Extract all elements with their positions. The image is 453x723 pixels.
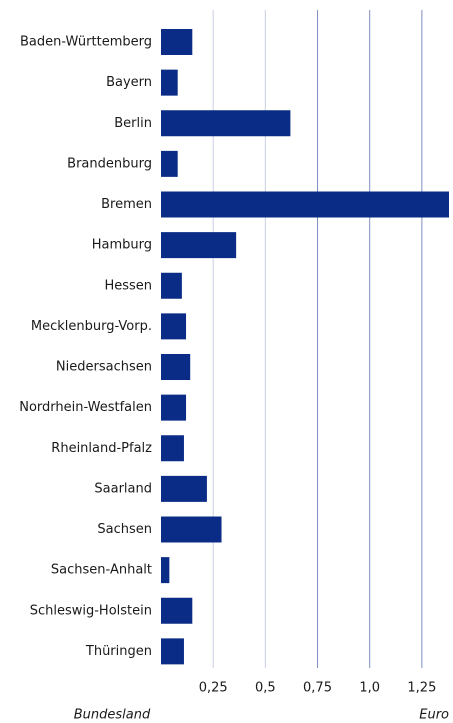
bar — [161, 29, 193, 55]
bar — [161, 272, 182, 299]
bar — [161, 394, 187, 421]
bar — [161, 69, 178, 96]
y-tick-label: Thüringen — [85, 644, 152, 659]
y-tick-label: Nordrhein-Westfalen — [19, 400, 152, 415]
x-axis-title: Euro — [419, 708, 449, 723]
y-tick-label: Bremen — [101, 197, 152, 212]
bar — [161, 638, 184, 665]
x-tick-label: 1,25 — [407, 681, 436, 696]
bar — [161, 557, 170, 584]
y-tick-label: Schleswig-Holstein — [30, 603, 152, 618]
bar — [161, 516, 222, 543]
y-tick-label: Hamburg — [92, 238, 152, 253]
bar — [161, 313, 187, 340]
bar — [161, 475, 207, 502]
y-tick-label: Brandenburg — [67, 156, 152, 171]
y-tick-label: Niedersachsen — [56, 360, 152, 375]
y-tick-label: Sachsen-Anhalt — [51, 563, 152, 578]
bar — [161, 597, 193, 624]
y-tick-label: Mecklenburg-Vorp. — [31, 319, 152, 334]
bar — [161, 354, 191, 380]
y-tick-label: Sachsen — [97, 522, 152, 537]
bar — [161, 191, 449, 218]
y-tick-label: Rheinland-Pfalz — [51, 441, 152, 456]
bar — [161, 110, 291, 137]
bar — [161, 232, 237, 259]
y-tick-label: Hessen — [104, 278, 152, 293]
y-tick-label: Berlin — [114, 116, 152, 131]
x-tick-label: 0,5 — [255, 681, 276, 696]
bar — [161, 435, 184, 462]
y-tick-label: Baden-Württemberg — [20, 35, 152, 50]
y-tick-label: Saarland — [94, 481, 152, 496]
x-tick-label: 0,25 — [199, 681, 228, 696]
y-tick-label: Bayern — [106, 75, 152, 90]
x-tick-label: 1,0 — [359, 681, 380, 696]
bar — [161, 150, 178, 177]
y-axis-title: Bundesland — [74, 708, 151, 723]
x-tick-label: 0,75 — [303, 681, 332, 696]
